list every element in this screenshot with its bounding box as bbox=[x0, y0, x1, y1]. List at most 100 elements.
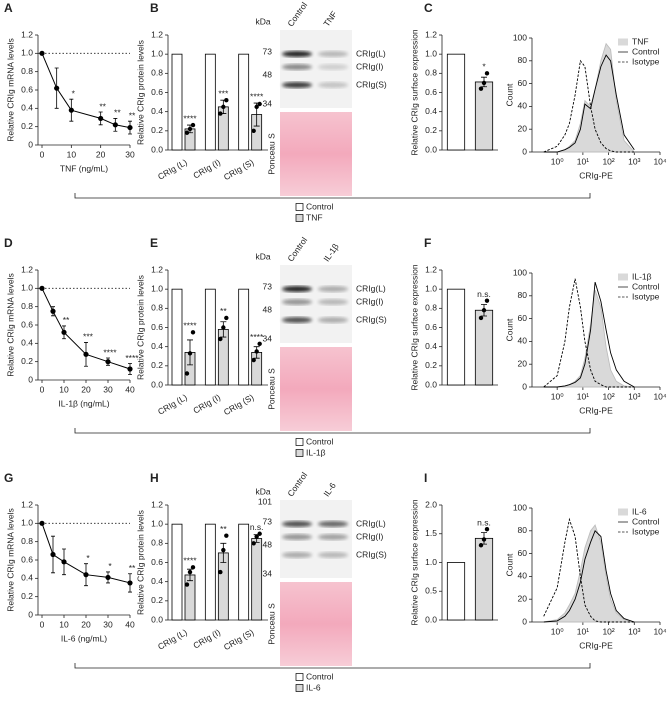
y-tick-label: 0 bbox=[522, 381, 527, 391]
significance: **** bbox=[183, 321, 197, 331]
x-tick-label: 10 bbox=[67, 149, 77, 159]
bar bbox=[204, 288, 216, 386]
replicate-point bbox=[190, 330, 196, 335]
error-bar bbox=[220, 542, 227, 563]
data-point bbox=[127, 580, 133, 586]
y-tick-label: 0.8 bbox=[151, 303, 163, 313]
y-tick-label: 1.2 bbox=[151, 264, 163, 274]
y-tick-label: 0.6 bbox=[151, 322, 163, 332]
y-tick-label: 1.0 bbox=[151, 48, 163, 58]
data-point bbox=[105, 574, 111, 581]
panel-letter: D bbox=[4, 236, 13, 250]
y-tick-label: 0.6 bbox=[21, 319, 33, 329]
x-axis-label: IL-1β (ng/mL) bbox=[58, 398, 109, 408]
y-tick-label: 0.8 bbox=[151, 68, 163, 78]
blot-band bbox=[318, 317, 348, 323]
blot-band bbox=[282, 64, 312, 70]
y-tick-label: 0.6 bbox=[21, 84, 33, 94]
y-tick-label: 60 bbox=[518, 313, 528, 323]
legend-label: Control bbox=[306, 671, 334, 681]
y-tick-label: 80 bbox=[518, 55, 528, 65]
x-tick-label: 40 bbox=[125, 619, 135, 629]
legend-swatch bbox=[295, 449, 304, 457]
y-tick-label: 1.2 bbox=[21, 29, 33, 39]
y-tick-label: 0.6 bbox=[151, 557, 163, 567]
y-tick-label: 80 bbox=[518, 525, 528, 535]
marker-label: 34 bbox=[263, 98, 273, 108]
replicate-point bbox=[481, 308, 487, 313]
significance: ** bbox=[129, 563, 136, 573]
y-axis-label: Relative CRIg mRNA levels bbox=[5, 38, 15, 141]
x-tick-label: 10⁴ bbox=[653, 391, 666, 401]
lane-label: TNF bbox=[321, 9, 339, 28]
stain-label: Ponceau S bbox=[266, 368, 276, 410]
x-tick-label: CRIg (S) bbox=[222, 627, 256, 652]
histogram-area bbox=[543, 42, 636, 153]
y-tick-label: 0 bbox=[28, 609, 33, 619]
y-tick-label: 2.0 bbox=[425, 499, 437, 509]
y-tick-label: 1.2 bbox=[151, 499, 163, 509]
replicate-point bbox=[187, 569, 193, 575]
data-point bbox=[105, 359, 111, 365]
blot-band bbox=[282, 299, 312, 305]
data-point bbox=[50, 551, 56, 558]
bar bbox=[204, 523, 216, 621]
band-label: CRIg(S) bbox=[356, 314, 387, 324]
significance: ** bbox=[114, 108, 121, 118]
x-axis-label: IL-6 (ng/mL) bbox=[61, 633, 107, 643]
data-point bbox=[83, 351, 89, 357]
legend-label: Isotype bbox=[632, 56, 660, 66]
y-tick-label: 0.8 bbox=[21, 301, 33, 311]
y-axis-label: Relative CRIg mRNA levels bbox=[5, 508, 15, 611]
group-bracket bbox=[74, 428, 591, 434]
replicate-point bbox=[184, 371, 190, 376]
blot-band bbox=[318, 51, 348, 57]
replicate-point bbox=[251, 128, 256, 134]
y-axis-label: Relative CRIg protein levels bbox=[135, 275, 145, 380]
x-tick-label: 10⁴ bbox=[653, 156, 666, 166]
legend-label: Control bbox=[632, 281, 660, 291]
significance: **** bbox=[183, 556, 197, 566]
significance: n.s. bbox=[477, 517, 491, 527]
replicate-point bbox=[190, 565, 196, 570]
legend-swatch bbox=[295, 673, 304, 681]
y-tick-label: 0.8 bbox=[21, 536, 33, 546]
data-point bbox=[61, 559, 67, 565]
x-tick-label: CRIg (I) bbox=[191, 392, 222, 416]
legend-swatch bbox=[295, 438, 304, 446]
x-tick-label: CRIg (I) bbox=[191, 157, 222, 181]
legend-label: Isotype bbox=[632, 526, 660, 536]
marker-label: 48 bbox=[263, 69, 273, 79]
y-tick-label: 0.8 bbox=[151, 538, 163, 548]
y-tick-label: 60 bbox=[518, 78, 528, 88]
x-tick-label: 0 bbox=[40, 619, 45, 629]
x-tick-label: 0 bbox=[40, 149, 45, 159]
histogram-solid bbox=[543, 530, 635, 623]
x-tick-label: CRIg (L) bbox=[156, 157, 189, 182]
significance: **** bbox=[250, 332, 264, 342]
significance: **** bbox=[125, 353, 139, 363]
x-axis-label: CRIg-PE bbox=[579, 640, 613, 650]
y-tick-label: 1.2 bbox=[21, 264, 33, 274]
x-tick-label: 10⁰ bbox=[551, 391, 564, 401]
replicate-point bbox=[224, 533, 229, 538]
significance: ** bbox=[220, 524, 227, 534]
y-tick-label: 0 bbox=[522, 146, 527, 156]
y-tick-label: 0.2 bbox=[21, 591, 33, 601]
significance: **** bbox=[103, 347, 117, 357]
y-tick-label: 1.0 bbox=[425, 48, 437, 58]
replicate-point bbox=[251, 357, 256, 363]
blot-band bbox=[282, 51, 312, 57]
bar bbox=[238, 523, 250, 621]
replicate-point bbox=[221, 325, 226, 330]
y-tick-label: 0.4 bbox=[21, 338, 33, 348]
bar bbox=[171, 288, 183, 386]
x-tick-label: 30 bbox=[125, 149, 135, 159]
lane-label: Control bbox=[285, 470, 309, 498]
x-tick-label: CRIg (I) bbox=[191, 627, 222, 651]
legend-swatch bbox=[295, 214, 304, 222]
panel-letter: I bbox=[424, 471, 427, 485]
y-tick-label: 100 bbox=[513, 502, 527, 512]
blot-band bbox=[282, 534, 312, 540]
data-point bbox=[39, 285, 45, 291]
